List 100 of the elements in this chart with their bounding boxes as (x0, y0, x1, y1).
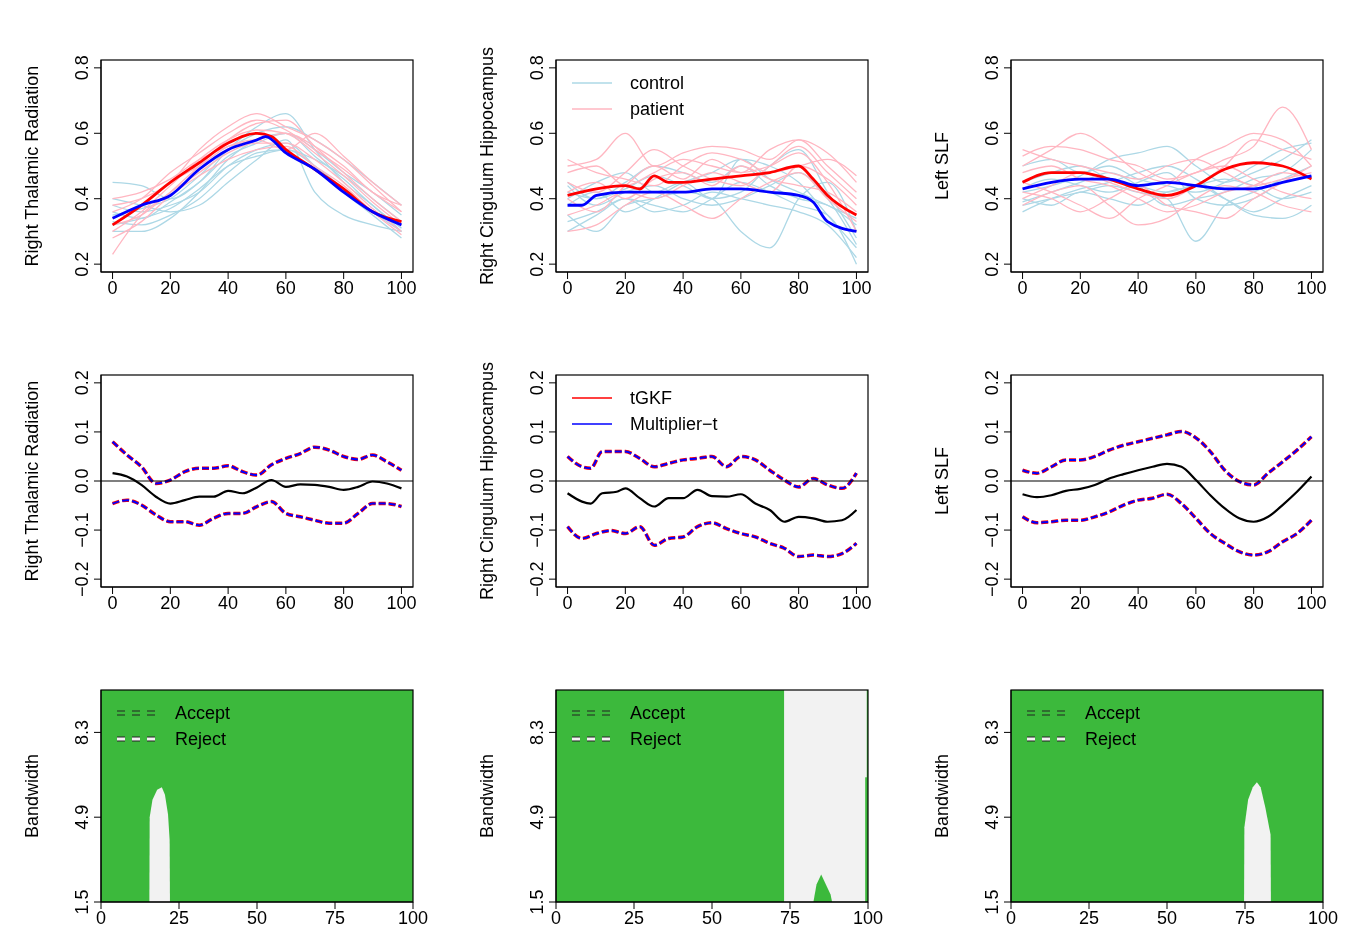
legend-label: Multiplier−t (630, 413, 718, 436)
x-tick-label: 25 (168, 907, 190, 928)
y-axis-title: Bandwidth (477, 753, 497, 839)
x-tick-label: 50 (1156, 907, 1178, 928)
x-tick-label: 75 (1234, 907, 1256, 928)
x-tick-label: 40 (673, 592, 694, 613)
x-tick-label: 20 (615, 277, 636, 298)
x-tick-label: 20 (615, 592, 636, 613)
y-tick-label: −0.2 (72, 561, 92, 597)
y-axis-title: Right Thalamic Radiation (22, 380, 42, 582)
y-axis-title: Bandwidth (932, 753, 952, 839)
y-tick-label: −0.1 (72, 512, 92, 548)
x-tick-label: 40 (218, 592, 239, 613)
y-tick-label: 0.6 (982, 120, 1002, 146)
band-label: Accept (630, 702, 686, 725)
y-tick-label: 8.3 (72, 719, 92, 745)
x-tick-label: 80 (1243, 277, 1264, 298)
legend-label: tGKF (630, 387, 673, 410)
x-tick-label: 100 (841, 592, 872, 613)
x-tick-label: 0 (95, 907, 107, 928)
legend-label: Reject (1085, 728, 1137, 751)
y-tick-label: −0.2 (982, 561, 1002, 597)
y-tick-label: 0.2 (72, 370, 92, 396)
x-tick-label: 0 (550, 907, 562, 928)
x-tick-label: 60 (275, 592, 296, 613)
y-tick-label: 0.6 (527, 120, 547, 146)
x-tick-label: 100 (1296, 592, 1327, 613)
y-tick-label: 0.2 (527, 370, 547, 396)
x-tick-label: 25 (623, 907, 645, 928)
x-tick-label: 80 (333, 277, 354, 298)
y-tick-label: 1.5 (527, 889, 547, 915)
legend-label: Reject (630, 728, 682, 751)
x-tick-label: 20 (160, 277, 181, 298)
y-tick-label: 0.4 (527, 186, 547, 212)
y-tick-label: 0.2 (527, 251, 547, 277)
y-axis-title: Right Cingulum Hippocampus (477, 46, 497, 286)
y-tick-label: 0.8 (982, 55, 1002, 81)
x-tick-label: 20 (1070, 592, 1091, 613)
y-tick-label: 0.2 (982, 370, 1002, 396)
x-tick-label: 60 (275, 277, 296, 298)
x-tick-label: 60 (1185, 277, 1206, 298)
band-label: Accept (175, 702, 231, 725)
x-tick-label: 100 (1296, 277, 1327, 298)
y-axis-title: Left SLF (932, 446, 952, 516)
legend-label: Reject (175, 728, 227, 751)
y-tick-label: 0.4 (72, 186, 92, 212)
y-tick-label: 0.4 (982, 186, 1002, 212)
x-tick-label: 60 (730, 277, 751, 298)
x-tick-label: 80 (333, 592, 354, 613)
y-tick-label: 0.0 (527, 468, 547, 494)
x-tick-label: 20 (1070, 277, 1091, 298)
y-tick-label: 0.1 (527, 419, 547, 445)
x-tick-label: 100 (852, 907, 884, 928)
x-tick-label: 0 (1017, 277, 1028, 298)
x-tick-label: 75 (779, 907, 801, 928)
x-tick-label: 0 (107, 592, 118, 613)
legend-label: control (630, 72, 685, 95)
x-tick-label: 50 (701, 907, 723, 928)
y-tick-label: 0.1 (982, 419, 1002, 445)
y-tick-label: 0.2 (982, 251, 1002, 277)
x-tick-label: 40 (673, 277, 694, 298)
x-tick-label: 40 (1128, 277, 1149, 298)
y-tick-label: 1.5 (982, 889, 1002, 915)
x-tick-label: 0 (107, 277, 118, 298)
x-tick-label: 80 (1243, 592, 1264, 613)
x-tick-label: 100 (386, 277, 417, 298)
x-tick-label: 100 (397, 907, 429, 928)
x-tick-label: 0 (1017, 592, 1028, 613)
x-tick-label: 100 (841, 277, 872, 298)
y-tick-label: 1.5 (72, 889, 92, 915)
x-tick-label: 80 (788, 277, 809, 298)
y-tick-label: −0.1 (527, 512, 547, 548)
legend-label: patient (630, 98, 685, 121)
x-tick-label: 40 (218, 277, 239, 298)
y-tick-label: 0.0 (72, 468, 92, 494)
y-tick-label: 0.2 (72, 251, 92, 277)
x-tick-label: 100 (1307, 907, 1339, 928)
x-tick-label: 0 (562, 277, 573, 298)
y-tick-label: 4.9 (527, 804, 547, 830)
x-tick-label: 20 (160, 592, 181, 613)
y-tick-label: 0.0 (982, 468, 1002, 494)
x-tick-label: 75 (324, 907, 346, 928)
y-tick-label: −0.1 (982, 512, 1002, 548)
y-tick-label: −0.2 (527, 561, 547, 597)
x-tick-label: 25 (1078, 907, 1100, 928)
y-tick-label: 0.8 (72, 55, 92, 81)
y-axis-title: Bandwidth (22, 753, 42, 839)
y-tick-label: 8.3 (982, 719, 1002, 745)
y-tick-label: 0.6 (72, 120, 92, 146)
x-tick-label: 50 (246, 907, 268, 928)
y-axis-title: Right Thalamic Radiation (22, 65, 42, 267)
x-tick-label: 60 (730, 592, 751, 613)
x-tick-label: 80 (788, 592, 809, 613)
x-tick-label: 100 (386, 592, 417, 613)
y-tick-label: 0.1 (72, 419, 92, 445)
band-label: Accept (1085, 702, 1141, 725)
x-tick-label: 0 (562, 592, 573, 613)
y-tick-label: 0.8 (527, 55, 547, 81)
y-tick-label: 4.9 (982, 804, 1002, 830)
x-tick-label: 0 (1005, 907, 1017, 928)
